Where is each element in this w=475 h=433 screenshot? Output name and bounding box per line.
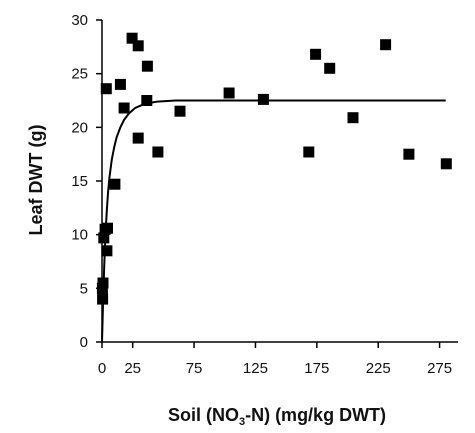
y-axis-title: Leaf DWT (g) — [26, 125, 46, 236]
y-tick-label: 15 — [71, 173, 88, 190]
x-axis-title-part-2: -N) (mg/kg DWT) — [245, 405, 386, 425]
data-point — [114, 78, 126, 90]
data-point — [97, 293, 109, 305]
x-tick-label: 225 — [366, 360, 391, 377]
data-point — [310, 48, 322, 60]
x-tick-label: 275 — [427, 360, 452, 377]
x-tick-label: 75 — [186, 360, 203, 377]
y-tick-label: 25 — [71, 66, 88, 83]
data-point — [403, 148, 415, 160]
tick-labels: 0 5 10 15 20 25 30 0 25 75 125 175 225 275 — [71, 12, 452, 377]
data-point — [97, 277, 109, 289]
data-point — [126, 32, 138, 44]
y-tick-label: 30 — [71, 12, 88, 29]
data-point — [102, 222, 113, 234]
y-tick-label: 0 — [80, 334, 88, 351]
x-axis-title-part-1: Soil (NO — [168, 405, 239, 425]
data-point — [98, 232, 110, 244]
fit-curve-group — [101, 99, 446, 343]
data-point — [141, 95, 153, 106]
data-point — [132, 40, 144, 52]
data-point — [174, 105, 186, 117]
data-point — [347, 112, 359, 124]
data-point — [141, 60, 153, 72]
y-tick-label: 10 — [71, 227, 88, 244]
y-tick-label: 20 — [71, 119, 88, 136]
y-tick-label: 5 — [80, 280, 88, 297]
fit-curve — [101, 99, 446, 343]
x-axis-title-subscript: 3 — [239, 416, 245, 428]
data-point — [100, 83, 112, 95]
data-point — [223, 87, 235, 99]
data-point — [303, 146, 315, 158]
x-tick-label: 0 — [98, 360, 106, 377]
data-point — [109, 178, 121, 190]
data-point — [152, 146, 164, 158]
data-point — [324, 62, 336, 74]
x-tick-label: 25 — [124, 360, 141, 377]
data-point — [257, 93, 269, 105]
x-axis-title: Soil (NO3-N) (mg/kg DWT) — [168, 405, 386, 428]
data-point — [101, 245, 113, 257]
data-points — [96, 32, 452, 305]
x-tick-label: 175 — [304, 360, 329, 377]
x-tick-label: 125 — [243, 360, 268, 377]
data-point — [132, 132, 144, 144]
data-point — [118, 102, 130, 114]
data-point — [440, 158, 452, 170]
data-point — [380, 39, 392, 51]
